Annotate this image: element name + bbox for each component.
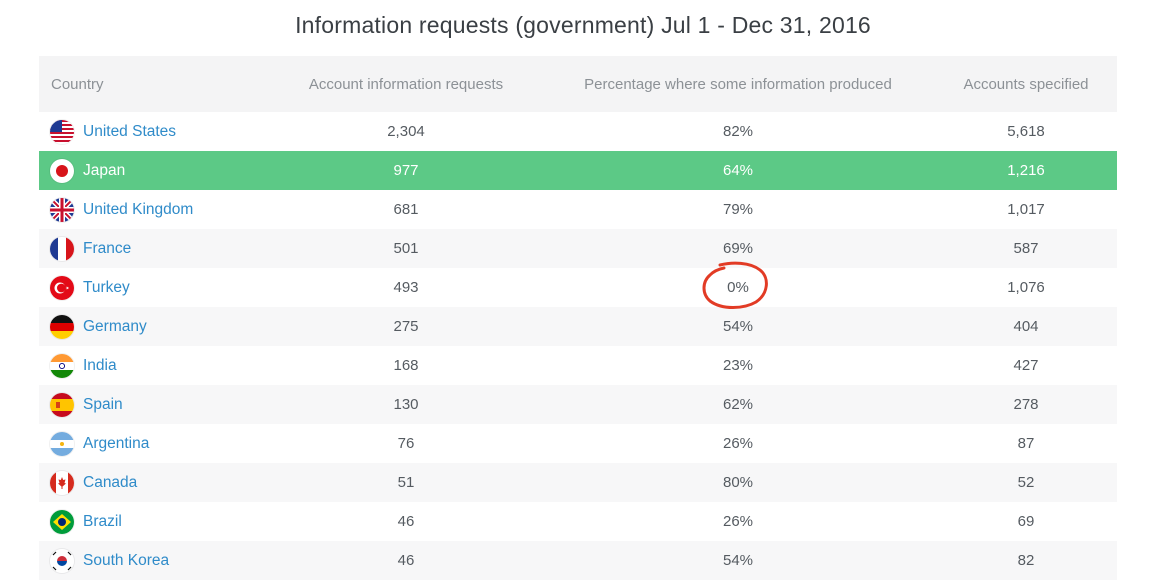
- accounts-cell: 1,076: [1007, 279, 1045, 296]
- percentage-cell: 69%: [722, 240, 754, 257]
- requests-cell: 51: [397, 474, 415, 491]
- percentage-cell: 26%: [722, 435, 754, 452]
- turkey-flag-icon: [50, 275, 74, 300]
- india-flag-icon: [50, 353, 74, 378]
- header-accounts[interactable]: Accounts specified: [963, 75, 1089, 93]
- japan-flag-icon: [50, 158, 74, 183]
- argentina-flag-icon: [50, 431, 74, 456]
- requests-cell: 501: [393, 240, 419, 257]
- requests-cell: 977: [393, 162, 419, 179]
- requests-table: Country Account information requests Per…: [39, 56, 1117, 580]
- requests-cell: 76: [397, 435, 415, 452]
- table-row: Spain 130 62% 278: [39, 385, 1117, 424]
- country-link[interactable]: India: [83, 356, 117, 374]
- percentage-cell: 64%: [722, 162, 754, 179]
- table-row-highlighted: Japan 977 64% 1,216: [39, 151, 1117, 190]
- accounts-cell: 1,017: [1007, 201, 1045, 218]
- table-row: United Kingdom 681 79% 1,017: [39, 190, 1117, 229]
- table-row: Argentina 76 26% 87: [39, 424, 1117, 463]
- canada-flag-icon: [50, 470, 74, 495]
- header-percentage[interactable]: Percentage where some information produc…: [584, 75, 892, 93]
- percentage-cell: 54%: [722, 318, 754, 335]
- header-requests[interactable]: Account information requests: [308, 75, 504, 93]
- brazil-flag-icon: [50, 509, 74, 534]
- requests-cell: 681: [393, 201, 419, 218]
- table-row: France 501 69% 587: [39, 229, 1117, 268]
- country-link[interactable]: Brazil: [83, 512, 122, 530]
- table-row: India 168 23% 427: [39, 346, 1117, 385]
- france-flag-icon: [50, 236, 74, 261]
- country-link[interactable]: Japan: [83, 161, 126, 179]
- table-row: United States 2,304 82% 5,618: [39, 112, 1117, 151]
- spain-flag-icon: [50, 392, 74, 417]
- requests-cell: 46: [397, 552, 415, 569]
- country-link[interactable]: South Korea: [83, 551, 170, 569]
- country-link[interactable]: Turkey: [83, 278, 130, 296]
- table-header-row: Country Account information requests Per…: [39, 56, 1117, 112]
- requests-cell: 2,304: [387, 123, 425, 140]
- percentage-cell: 80%: [722, 474, 754, 491]
- requests-cell: 493: [393, 279, 419, 296]
- accounts-cell: 1,216: [1007, 162, 1045, 179]
- accounts-cell: 404: [1013, 318, 1039, 335]
- percentage-cell: 23%: [722, 357, 754, 374]
- table-row: Brazil 46 26% 69: [39, 502, 1117, 541]
- accounts-cell: 87: [1017, 435, 1035, 452]
- country-link[interactable]: United Kingdom: [83, 200, 194, 218]
- accounts-cell: 587: [1013, 240, 1039, 257]
- page-title: Information requests (government) Jul 1 …: [295, 12, 871, 38]
- south-korea-flag-icon: [50, 548, 74, 573]
- germany-flag-icon: [50, 314, 74, 339]
- table-row: South Korea 46 54% 82: [39, 541, 1117, 580]
- requests-cell: 130: [393, 396, 419, 413]
- accounts-cell: 427: [1013, 357, 1039, 374]
- percentage-cell: 62%: [722, 396, 754, 413]
- percentage-cell: 54%: [722, 552, 754, 569]
- uk-flag-icon: [50, 197, 74, 222]
- percentage-cell: 26%: [722, 513, 754, 530]
- country-link[interactable]: Argentina: [83, 434, 150, 452]
- percentage-cell: 0%: [727, 279, 749, 296]
- us-flag-icon: [50, 119, 74, 144]
- country-link[interactable]: United States: [83, 122, 177, 140]
- header-country[interactable]: Country: [51, 75, 104, 93]
- accounts-cell: 278: [1013, 396, 1039, 413]
- percentage-cell: 79%: [722, 201, 754, 218]
- requests-cell: 46: [397, 513, 415, 530]
- accounts-cell: 82: [1017, 552, 1035, 569]
- table-row: Canada 51 80% 52: [39, 463, 1117, 502]
- country-link[interactable]: France: [83, 239, 132, 257]
- accounts-cell: 5,618: [1007, 123, 1045, 140]
- percentage-cell: 82%: [722, 123, 754, 140]
- country-link[interactable]: Spain: [83, 395, 123, 413]
- country-link[interactable]: Canada: [83, 473, 138, 491]
- requests-cell: 275: [393, 318, 419, 335]
- country-link[interactable]: Germany: [83, 317, 147, 335]
- accounts-cell: 69: [1017, 513, 1035, 530]
- requests-cell: 168: [393, 357, 419, 374]
- table-row: Germany 275 54% 404: [39, 307, 1117, 346]
- table-row: Turkey 493 0% 1,076: [39, 268, 1117, 307]
- accounts-cell: 52: [1017, 474, 1035, 491]
